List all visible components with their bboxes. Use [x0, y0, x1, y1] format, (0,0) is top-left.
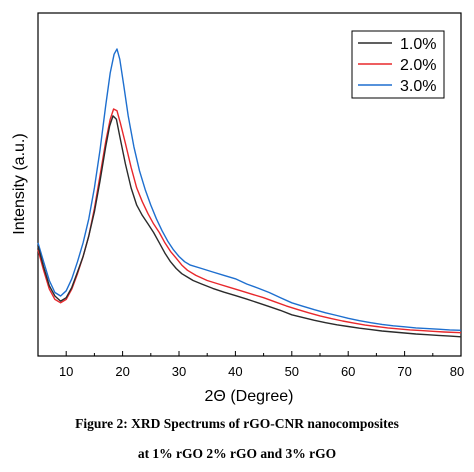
- legend-label: 2.0%: [400, 57, 436, 74]
- legend-label: 3.0%: [400, 78, 436, 95]
- legend: 1.0% 2.0% 3.0%: [351, 30, 445, 99]
- plot-frame: [37, 12, 462, 357]
- series-line-10: [37, 115, 462, 338]
- x-tick-label: 30: [172, 364, 186, 379]
- x-tick-label: 50: [285, 364, 299, 379]
- series-line-30: [37, 48, 462, 331]
- x-tick-label: 80: [450, 364, 464, 379]
- series-layer: [37, 48, 462, 338]
- x-tick-label: 20: [115, 364, 129, 379]
- figure-caption-line-1: Figure 2: XRD Spectrums of rGO-CNR nanoc…: [75, 416, 399, 431]
- xrd-chart: 10 20 30 40 50 60 70 80 Intensity (a.u.) 2Θ (De…: [11, 12, 464, 405]
- x-axis-ticks: 10 20 30 40 50 60 70 80: [37, 351, 464, 379]
- legend-label: 1.0%: [400, 36, 436, 53]
- x-tick-label: 70: [397, 364, 411, 379]
- x-tick-label: 10: [59, 364, 73, 379]
- y-axis-title: Intensity (a.u.): [11, 133, 28, 234]
- figure-caption-line-2: at 1% rGO 2% rGO and 3% rGO: [137, 446, 337, 461]
- x-axis-title: 2Θ (Degree): [205, 388, 294, 405]
- x-tick-label: 40: [228, 364, 242, 379]
- x-tick-label: 60: [341, 364, 355, 379]
